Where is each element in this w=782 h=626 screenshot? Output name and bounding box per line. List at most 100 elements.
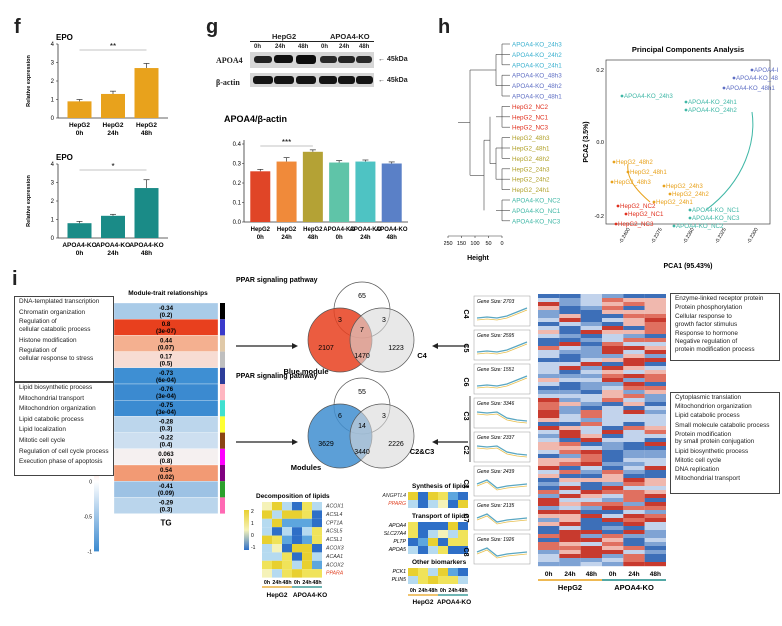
big-heat-cell — [602, 446, 624, 451]
pca-point-14 — [624, 212, 628, 216]
big-heat-cell — [559, 410, 581, 415]
big-heat-cell — [602, 526, 624, 531]
big-heat-cell — [580, 298, 602, 303]
big-heat-cell — [644, 366, 666, 371]
big-heat-cell — [538, 398, 560, 403]
cluster-size-3: Gene Size: 1551 — [477, 367, 514, 373]
big-heat-cell — [623, 518, 645, 523]
big-heat-cell — [644, 494, 666, 499]
big-heat-cell — [538, 402, 560, 407]
red-term-1: DNA-templated transcription — [19, 298, 100, 305]
big-heat-cell — [538, 410, 560, 415]
g-significance: *** — [282, 138, 291, 147]
decomp-heat-cell — [312, 569, 322, 578]
big-heat-cell — [580, 358, 602, 363]
big-heat-cell — [559, 298, 581, 303]
decomp-heat-cell — [292, 502, 302, 511]
big-heat-cell — [644, 510, 666, 515]
big-heat-cell — [580, 530, 602, 535]
decomp-heat-cell — [262, 552, 272, 561]
big-heat-cell — [602, 426, 624, 431]
decomp-gene-3: CPT1A — [326, 520, 343, 526]
western-blot: HepG2 APOA4-KO 0h 24h 48h 0h 24h 48h APO… — [210, 28, 440, 128]
pca-trajectory-ko — [705, 111, 754, 211]
big-heat-cell — [538, 298, 560, 303]
module-color-7 — [220, 400, 225, 417]
big-heat-cell — [580, 410, 602, 415]
venn-circle-right-2 — [349, 403, 415, 469]
big-heat-cell — [623, 358, 645, 363]
big-heat-cell — [644, 302, 666, 307]
transport-heat-cell — [438, 522, 448, 530]
big-heat-cell — [538, 530, 560, 535]
big-heat-cell — [580, 378, 602, 383]
big-heat-cell — [559, 442, 581, 447]
big-heat-cell — [644, 486, 666, 491]
big-heat-cell — [580, 470, 602, 475]
decomp-gene-9: PPARA — [326, 571, 344, 577]
dendro-tick-label: 150 — [457, 241, 466, 247]
transport-heat-cell — [428, 522, 438, 530]
pca-label-17: APOA4-KO_NC3 — [692, 215, 740, 222]
g-ytick-label: 0.0 — [233, 220, 242, 226]
big-heat-cell — [623, 406, 645, 411]
blot-header-ko: APOA4-KO — [330, 32, 370, 41]
big-heat-cell — [623, 298, 645, 303]
big-heat-cell — [580, 474, 602, 479]
big-heat-cell — [602, 358, 624, 363]
big-heat-cell — [602, 434, 624, 439]
cluster-trend-alt-3 — [476, 377, 528, 389]
upregulated-go-terms: Enzyme-linked receptor protein Protein p… — [670, 293, 780, 361]
cluster-trend-alt-7 — [476, 515, 528, 525]
big-heat-cell — [538, 494, 560, 499]
dendro-leaf-label-13: HepG2_24h3 — [512, 166, 550, 173]
big-heat-cell — [538, 462, 560, 467]
other-heat-cell — [448, 568, 458, 576]
down-term-9: Mitochondrial transport — [675, 475, 741, 483]
g-xlabel2-3: 48h — [308, 235, 319, 241]
pca-point-3 — [722, 86, 726, 90]
decomp-heat-cell — [312, 518, 322, 528]
big-heat-cell — [538, 522, 560, 527]
venn-b-1: 3 — [338, 317, 342, 324]
big-heat-cell — [538, 422, 560, 427]
big-heat-cell — [602, 558, 624, 563]
big-heat-cell — [602, 494, 624, 499]
venn-cluster-1: C4 — [417, 351, 427, 360]
cluster-name-6: C1 — [462, 480, 469, 489]
big-heat-cell — [559, 374, 581, 379]
pca-xtick-label: -0.2300 — [746, 227, 760, 245]
big-heat-cell — [602, 298, 624, 303]
heat-cell-p-3: (0.07) — [158, 344, 174, 351]
big-heat-cell — [602, 398, 624, 403]
blue-module-go-terms: Lipid biosynthetic process Mitochondrial… — [14, 382, 114, 476]
big-heat-cell — [623, 326, 645, 331]
decomp-group-hepg2: HepG2 — [267, 592, 288, 599]
f-bot-ytick-label: 1 — [51, 218, 55, 224]
decomp-heat-cell — [272, 552, 282, 561]
big-heat-cell — [623, 462, 645, 467]
venn-diagrams: PPAR signaling pathway 65 3 3 7 2107 1470 1223 B… — [236, 277, 468, 470]
big-heat-cell — [602, 310, 624, 315]
big-heat-cell — [623, 390, 645, 395]
big-heat-cell — [538, 366, 560, 371]
band-size-apoa4-text: 45kDa — [386, 56, 408, 63]
band-size-actin: ← 45kDa — [378, 77, 408, 84]
g-xlabel-3: HepG2 — [303, 227, 323, 233]
big-heat-cell — [644, 502, 666, 507]
synth-gene-2: PPARG — [388, 501, 406, 507]
big-heat-cell — [538, 470, 560, 475]
synth-heat-cell — [448, 492, 458, 500]
heat-legend-tick: -1 — [88, 549, 93, 555]
f-top-xlabel-2: HepG2 — [103, 122, 124, 129]
decomp-heat-cell — [302, 527, 312, 536]
big-heat-cell — [644, 362, 666, 367]
synth-gene-1: ANGPTL4 — [381, 493, 406, 499]
decomp-gene-1: ACOX1 — [325, 504, 344, 510]
f-bot-significance: * — [111, 162, 114, 171]
big-heat-cell — [538, 482, 560, 487]
big-heat-cell — [580, 562, 602, 567]
big-heat-cell — [559, 546, 581, 551]
big-heat-cell — [623, 494, 645, 499]
big-heat-cell — [538, 526, 560, 531]
